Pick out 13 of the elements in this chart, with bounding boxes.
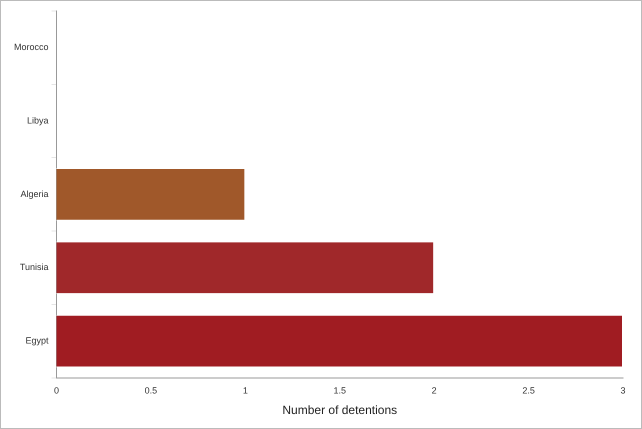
x-tick-label: 3 bbox=[620, 386, 626, 396]
y-tick-label: Morocco bbox=[14, 42, 49, 52]
x-tick-label: 0.5 bbox=[144, 386, 158, 396]
x-axis-title: Number of detentions bbox=[282, 403, 398, 418]
y-tick-label: Egypt bbox=[25, 336, 50, 346]
x-tick-label: 1 bbox=[242, 386, 248, 396]
x-tick-label: 2 bbox=[432, 386, 437, 396]
y-tick-label: Tunisia bbox=[20, 262, 49, 272]
y-tick-label: Libya bbox=[26, 116, 49, 126]
x-tick-label: 2.5 bbox=[522, 386, 535, 396]
y-tick-label: Algeria bbox=[20, 188, 49, 199]
x-tick-label: 0 bbox=[54, 386, 60, 396]
x-tick-label: 1.5 bbox=[333, 386, 346, 396]
